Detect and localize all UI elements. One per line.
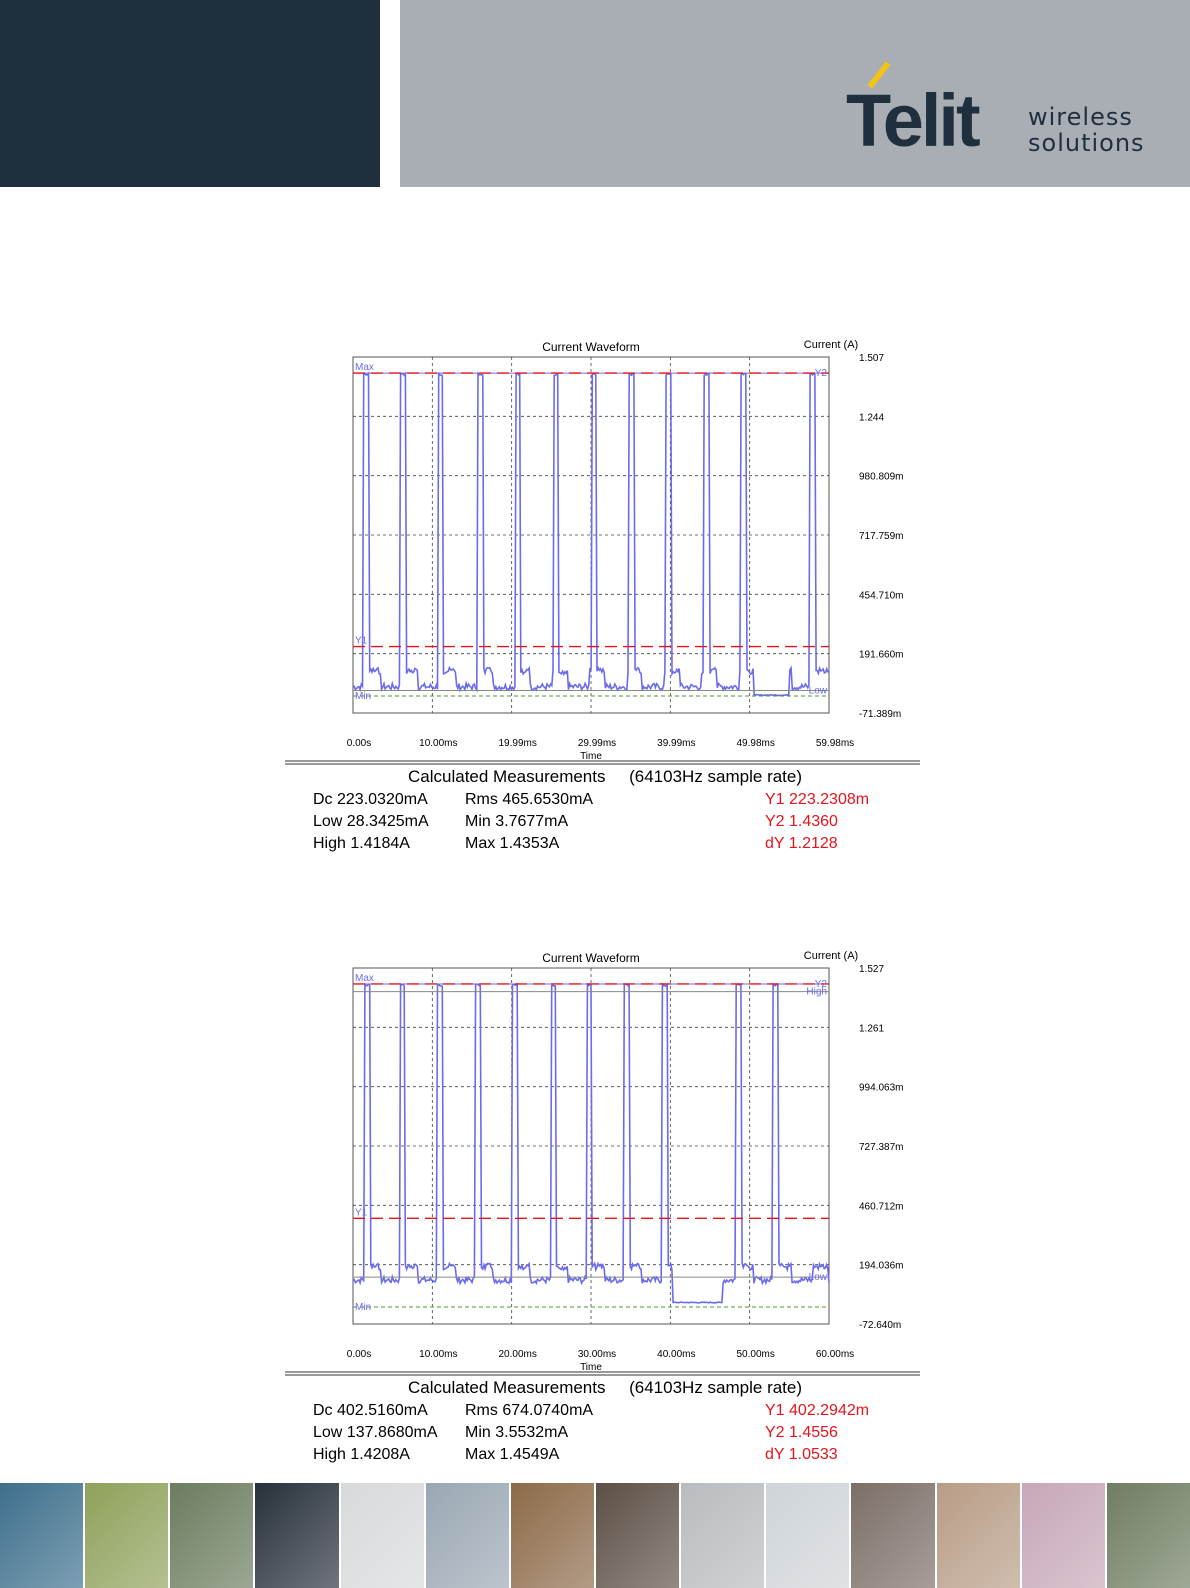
marker-label-y1: Y1 [355, 1207, 368, 1218]
meas-high: High 1.4208A [313, 1446, 410, 1463]
logo-tagline: wireless solutions [1028, 104, 1145, 156]
marker-label-min: Min [355, 1302, 371, 1313]
x-tick-label: 40.00ms [657, 1349, 695, 1360]
footer-photo-tile [510, 1483, 594, 1588]
y-axis-label: Current (A) [804, 339, 858, 351]
tagline-line2: solutions [1028, 129, 1145, 157]
y-tick-label: 460.712m [859, 1201, 903, 1212]
x-tick-label: 10.00ms [419, 1349, 457, 1360]
header-grey-panel [400, 0, 1190, 187]
footer-photo-tile [936, 1483, 1020, 1588]
y-tick-label: 194.036m [859, 1261, 903, 1272]
meas-max: Max 1.4549A [465, 1446, 560, 1463]
footer-photo-tile [681, 1483, 765, 1588]
current-waveform-series [352, 371, 829, 697]
measurements-title: Calculated Measurements (64103Hz sample … [408, 767, 803, 786]
x-tick-label: 20.00ms [498, 1349, 536, 1360]
y-tick-label: 1.507 [859, 353, 884, 364]
x-tick-label: 0.00s [347, 738, 371, 749]
footer-photo-tile [85, 1483, 169, 1588]
marker-label-y2: Y2 [815, 979, 828, 990]
meas-y2: Y2 1.4556 [765, 1424, 838, 1441]
footer-photo-tile [255, 1483, 339, 1588]
footer-photo-tile [595, 1483, 680, 1588]
footer-photo-tile [1106, 1483, 1190, 1588]
x-tick-label: 49.98ms [736, 738, 774, 749]
footer-photo-tile [766, 1483, 850, 1588]
waveform-plot: Current Waveform Current (A)1.527 1.261 994… [285, 950, 920, 1376]
marker-label-y2: Y2 [815, 368, 828, 379]
y-tick-label: 727.387m [859, 1142, 903, 1153]
y-tick-label: -72.640m [859, 1320, 901, 1331]
meas-y1: Y1 402.2942m [765, 1402, 870, 1419]
x-tick-label: 30.00ms [578, 1349, 616, 1360]
meas-rms: Rms 674.0740mA [465, 1402, 594, 1419]
marker-label-min: Min [355, 691, 371, 702]
footer-photo-tile [340, 1483, 424, 1588]
marker-label-low: Low [809, 686, 828, 697]
waveform-plot: Current Waveform Current (A)1.507 1.244 980… [285, 339, 920, 765]
x-tick-label: 19.99ms [498, 738, 536, 749]
meas-low: Low 137.8680mA [313, 1424, 438, 1441]
marker-label-max: Max [355, 973, 374, 984]
y-tick-label: 1.527 [859, 964, 884, 975]
telit-logo: Telit wireless solutions [846, 60, 1156, 170]
meas-y1: Y1 223.2308m [765, 791, 870, 808]
measurements-title: Calculated Measurements (64103Hz sample … [408, 1378, 803, 1397]
y-tick-label: 1.244 [859, 412, 884, 423]
x-tick-label: 0.00s [347, 1349, 371, 1360]
meas-min: Min 3.5532mA [465, 1424, 569, 1441]
meas-max: Max 1.4353A [465, 835, 560, 852]
y-tick-label: 980.809m [859, 472, 903, 483]
marker-label-max: Max [355, 362, 374, 373]
x-axis-label: Time [580, 1362, 602, 1373]
meas-high: High 1.4184A [313, 835, 410, 852]
footer-photo-strip [0, 1483, 1190, 1588]
x-tick-label: 39.99ms [657, 738, 695, 749]
meas-min: Min 3.7677mA [465, 813, 569, 830]
footer-photo-tile [1021, 1483, 1105, 1588]
y-tick-label: 191.660m [859, 650, 903, 661]
marker-label-high: High [806, 987, 827, 998]
x-tick-label: 59.98ms [816, 738, 854, 749]
y-tick-label: 717.759m [859, 531, 903, 542]
chart-title: Current Waveform [542, 951, 640, 965]
chart-title: Current Waveform [542, 340, 640, 354]
tagline-line1: wireless [1028, 103, 1133, 131]
meas-dc: Dc 223.0320mA [313, 791, 428, 808]
x-tick-label: 29.99ms [578, 738, 616, 749]
meas-dy: dY 1.0533 [765, 1446, 838, 1463]
footer-photo-tile [851, 1483, 935, 1588]
marker-label-low: Low [809, 1272, 828, 1283]
x-axis-label: Time [580, 751, 602, 762]
current-waveform-chart-2: Current Waveform Current (A) 1.527 1.261 994… [285, 946, 935, 1506]
y-tick-label: 454.710m [859, 590, 903, 601]
footer-photo-tile [170, 1483, 254, 1588]
header-dark-panel [0, 0, 380, 187]
footer-photo-tile [425, 1483, 509, 1588]
meas-low: Low 28.3425mA [313, 813, 429, 830]
x-tick-label: 10.00ms [419, 738, 457, 749]
meas-dy: dY 1.2128 [765, 835, 838, 852]
meas-y2: Y2 1.4360 [765, 813, 838, 830]
y-tick-label: -71.389m [859, 709, 901, 720]
meas-dc: Dc 402.5160mA [313, 1402, 428, 1419]
y-tick-label: 1.261 [859, 1023, 884, 1034]
x-tick-label: 50.00ms [736, 1349, 774, 1360]
logo-wordmark: Telit [846, 79, 981, 162]
current-waveform-chart-1: Current Waveform Current (A) 1.507 1.244 980… [285, 335, 935, 895]
meas-rms: Rms 465.6530mA [465, 791, 594, 808]
marker-label-y1: Y1 [355, 636, 368, 647]
x-tick-label: 60.00ms [816, 1349, 854, 1360]
footer-photo-tile [0, 1483, 84, 1588]
y-tick-label: 994.063m [859, 1083, 903, 1094]
y-axis-label: Current (A) [804, 950, 858, 962]
